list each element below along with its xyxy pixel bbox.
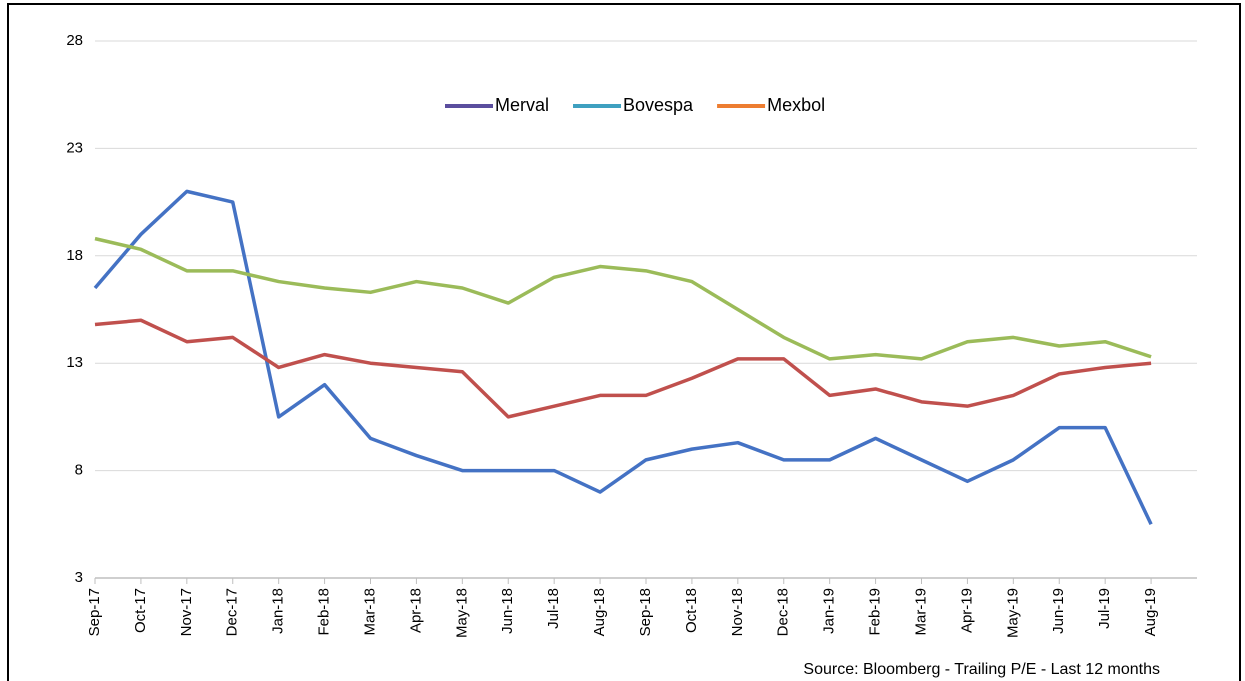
x-tick-label: Sep-18 — [637, 588, 654, 636]
legend-label: Merval — [495, 95, 549, 115]
x-tick-label: Jul-18 — [545, 588, 562, 629]
source-note: Source: Bloomberg - Trailing P/E - Last … — [803, 661, 1160, 678]
x-tick-label: Jan-19 — [821, 588, 838, 634]
series-line — [93, 189, 1153, 526]
y-tick-label: 3 — [75, 569, 83, 586]
y-tick-label: 8 — [75, 462, 83, 479]
x-tick-label: Feb-18 — [316, 588, 333, 636]
series-line — [94, 318, 1152, 419]
x-tick-label: Aug-19 — [1142, 588, 1159, 636]
x-tick-label: Apr-19 — [958, 588, 975, 633]
series-line — [94, 236, 1152, 361]
x-tick-label: Jun-19 — [1050, 588, 1067, 634]
x-tick-label: Feb-19 — [867, 588, 884, 636]
x-tick-label: Mar-18 — [361, 588, 378, 636]
x-tick-label: Nov-18 — [729, 588, 746, 636]
y-tick-label: 23 — [66, 139, 83, 156]
y-tick-label: 13 — [66, 354, 83, 371]
x-tick-label: Dec-17 — [224, 588, 241, 636]
x-tick-label: Mar-19 — [912, 588, 929, 636]
legend-label: Bovespa — [623, 95, 694, 115]
x-tick-label: Sep-17 — [86, 588, 103, 636]
x-tick-label: Jun-18 — [499, 588, 516, 634]
x-tick-label: Oct-17 — [132, 588, 149, 633]
x-tick-label: May-19 — [1004, 588, 1021, 638]
legend-label: Mexbol — [767, 95, 825, 115]
x-tick-label: Oct-18 — [683, 588, 700, 633]
y-tick-label: 18 — [66, 247, 83, 264]
x-tick-label: Jan-18 — [270, 588, 287, 634]
x-tick-label: Aug-18 — [591, 588, 608, 636]
x-tick-label: Dec-18 — [775, 588, 792, 636]
x-tick-label: May-18 — [453, 588, 470, 638]
y-tick-label: 28 — [66, 32, 83, 49]
x-tick-label: Jul-19 — [1096, 588, 1113, 629]
frame — [7, 3, 1241, 681]
x-tick-label: Nov-17 — [178, 588, 195, 636]
x-tick-label: Apr-18 — [407, 588, 424, 633]
